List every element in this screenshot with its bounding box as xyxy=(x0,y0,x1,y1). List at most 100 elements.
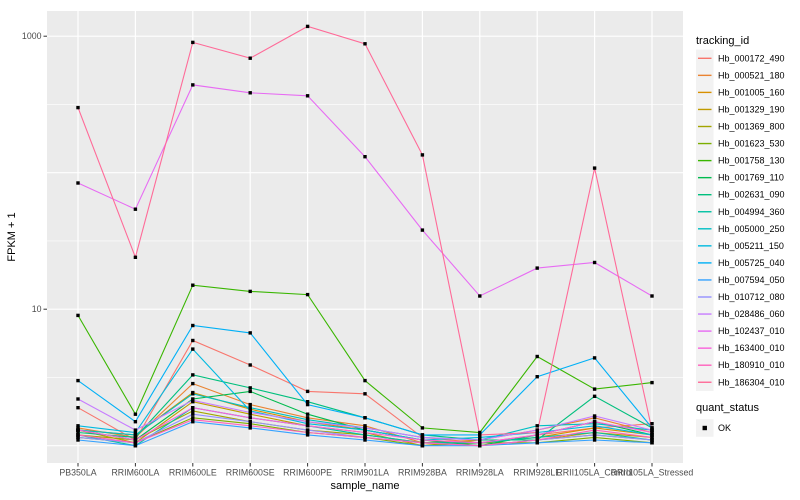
data-point xyxy=(191,40,195,45)
data-point xyxy=(420,435,425,440)
legend-title-tracking-id: tracking_id xyxy=(696,35,749,47)
data-point xyxy=(248,422,252,426)
data-point xyxy=(592,424,597,428)
data-point xyxy=(191,338,195,343)
legend-item-label: Hb_004994_360 xyxy=(718,207,785,217)
data-point xyxy=(592,426,597,430)
data-point xyxy=(592,414,597,418)
data-point xyxy=(363,42,367,46)
data-point xyxy=(133,438,138,442)
data-point xyxy=(248,402,252,407)
data-point xyxy=(420,433,425,437)
data-point xyxy=(76,181,80,185)
data-point xyxy=(535,441,539,445)
data-point xyxy=(363,392,367,396)
data-point xyxy=(650,294,654,298)
legend-item-label: Hb_001623_530 xyxy=(718,139,785,149)
data-point xyxy=(305,94,310,98)
data-point xyxy=(248,424,252,428)
legend-title-quant-status: quant_status xyxy=(696,402,759,414)
data-point xyxy=(76,105,80,110)
data-point xyxy=(248,289,252,294)
data-point xyxy=(191,283,195,287)
data-point xyxy=(592,428,597,432)
data-point xyxy=(191,416,195,420)
legend-item-label: Hb_186304_010 xyxy=(718,377,785,387)
data-point xyxy=(305,416,310,420)
data-point xyxy=(650,435,654,440)
data-point xyxy=(76,424,80,428)
data-point xyxy=(133,420,138,424)
data-point xyxy=(191,347,195,351)
data-point xyxy=(76,378,80,383)
legend-item-label: Hb_001005_160 xyxy=(718,87,785,97)
data-point xyxy=(592,438,597,442)
data-point xyxy=(248,331,252,335)
data-point xyxy=(420,153,425,157)
data-point xyxy=(650,380,654,385)
data-point xyxy=(248,412,252,416)
data-point xyxy=(191,409,195,413)
data-point xyxy=(363,433,367,437)
data-point xyxy=(535,438,539,442)
data-point xyxy=(363,435,367,440)
data-point xyxy=(650,426,654,430)
data-point xyxy=(76,430,80,435)
data-point xyxy=(478,435,482,440)
legend-item-label-ok: OK xyxy=(718,423,731,433)
data-point xyxy=(363,424,367,428)
legend-item-label: Hb_000172_490 xyxy=(718,53,785,63)
legend-item-label: Hb_005725_040 xyxy=(718,258,785,268)
data-point xyxy=(191,83,195,87)
data-point xyxy=(650,438,654,442)
x-tick-label: RRIM928LA xyxy=(456,468,504,478)
data-point xyxy=(592,420,597,424)
data-point xyxy=(248,420,252,424)
data-point xyxy=(363,438,367,442)
data-point xyxy=(535,435,539,440)
data-point xyxy=(420,228,425,232)
x-tick-label: RRIM600LA xyxy=(111,468,159,478)
x-tick-label: RRII105LA_Stressed xyxy=(611,468,694,478)
data-point xyxy=(248,426,252,430)
data-point xyxy=(592,435,597,440)
data-point xyxy=(305,420,310,424)
y-tick-label: 1000 xyxy=(22,31,42,41)
x-tick-label: RRII105LA_Control xyxy=(556,468,632,478)
data-point xyxy=(478,433,482,437)
data-point xyxy=(592,422,597,426)
data-point xyxy=(535,266,539,270)
x-axis-title: sample_name xyxy=(330,480,399,492)
data-point xyxy=(363,378,367,383)
data-point xyxy=(592,387,597,391)
data-point xyxy=(592,433,597,437)
data-point xyxy=(76,406,80,410)
data-point xyxy=(248,389,252,394)
legend-item-label: Hb_007594_050 xyxy=(718,275,785,285)
data-point xyxy=(363,155,367,159)
data-point xyxy=(478,444,482,448)
data-point xyxy=(535,424,539,428)
data-point xyxy=(305,292,310,297)
x-tick-label: RRIM600LE xyxy=(169,468,217,478)
data-point xyxy=(76,438,80,442)
data-point xyxy=(76,433,80,437)
data-point xyxy=(535,375,539,379)
data-point xyxy=(191,406,195,410)
data-point xyxy=(133,444,138,448)
data-point xyxy=(305,24,310,29)
x-tick-label: RRIM600PE xyxy=(283,468,332,478)
data-point xyxy=(363,426,367,430)
data-point xyxy=(191,373,195,377)
data-point xyxy=(305,400,310,404)
data-point xyxy=(133,207,138,211)
data-point xyxy=(191,412,195,416)
data-point xyxy=(305,424,310,428)
data-point xyxy=(420,444,425,448)
data-point xyxy=(191,392,195,396)
data-point xyxy=(248,56,252,60)
legend-item-label: Hb_001758_130 xyxy=(718,156,785,166)
data-point xyxy=(305,433,310,437)
x-tick-label: RRIM901LA xyxy=(341,468,389,478)
